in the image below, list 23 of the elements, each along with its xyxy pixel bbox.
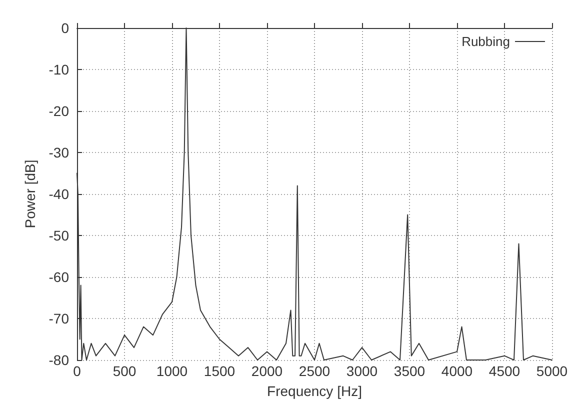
x-tick-label: 3500 bbox=[394, 363, 426, 379]
x-tick-label: 0 bbox=[73, 363, 82, 379]
x-tick-label: 4500 bbox=[488, 363, 520, 379]
y-tick-label: -60 bbox=[48, 269, 70, 285]
x-tick-label: 2000 bbox=[251, 363, 283, 379]
y-axis-title: Power [dB] bbox=[22, 160, 38, 228]
y-tick-label: -20 bbox=[48, 103, 70, 119]
y-tick-label: -70 bbox=[48, 310, 70, 326]
y-tick-label: -40 bbox=[48, 186, 70, 202]
x-tick-label: 5000 bbox=[536, 363, 568, 379]
y-tick-label: -10 bbox=[48, 62, 70, 78]
x-tick-label: 1500 bbox=[204, 363, 236, 379]
x-tick-label: 4000 bbox=[441, 363, 473, 379]
legend-label: Rubbing bbox=[462, 34, 510, 49]
y-tick-label: -50 bbox=[48, 228, 70, 244]
x-tick-label: 2500 bbox=[298, 363, 330, 379]
x-tick-label: 3000 bbox=[346, 363, 378, 379]
x-axis-title: Frequency [Hz] bbox=[267, 383, 362, 399]
y-tick-label: -30 bbox=[48, 144, 70, 160]
x-tick-label: 1000 bbox=[156, 363, 188, 379]
y-tick-label: 0 bbox=[61, 20, 70, 36]
x-tick-label: 500 bbox=[112, 363, 136, 379]
y-tick-label: -80 bbox=[48, 352, 70, 368]
